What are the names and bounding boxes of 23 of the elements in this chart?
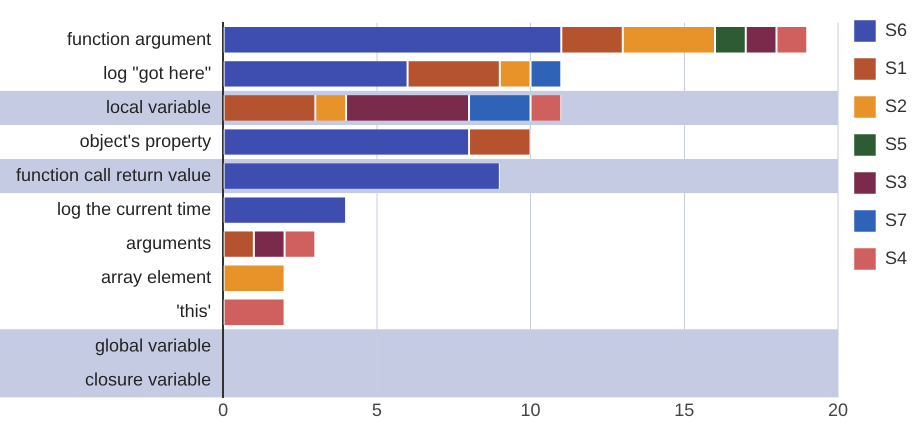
y-tick-label: local variable bbox=[106, 96, 212, 117]
y-tick-label: closure variable bbox=[85, 369, 212, 390]
y-tick-label: log "got here" bbox=[103, 62, 212, 83]
x-tick-label: 5 bbox=[372, 400, 382, 420]
legend-label: S2 bbox=[884, 96, 908, 116]
x-tick-label: 0 bbox=[218, 400, 228, 420]
x-tick-label: 15 bbox=[674, 400, 694, 420]
y-tick-label: object's property bbox=[80, 130, 212, 151]
x-tick-label: 20 bbox=[828, 400, 848, 420]
legend-label: S1 bbox=[884, 58, 908, 78]
legend-label: S3 bbox=[884, 172, 908, 192]
y-tick-label: global variable bbox=[95, 335, 212, 356]
legend-label: S4 bbox=[884, 248, 908, 268]
y-tick-label: function argument bbox=[67, 28, 212, 49]
legend-label: S5 bbox=[884, 134, 908, 154]
x-tick-label: 10 bbox=[520, 400, 541, 420]
y-tick-label: function call return value bbox=[16, 165, 212, 186]
y-tick-label: log the current time bbox=[57, 199, 212, 220]
y-tick-label: 'this' bbox=[176, 301, 212, 322]
legend-label: S6 bbox=[884, 20, 908, 40]
y-tick-label: arguments bbox=[126, 233, 212, 254]
y-tick-label: array element bbox=[101, 267, 212, 288]
legend-label: S7 bbox=[884, 210, 908, 230]
